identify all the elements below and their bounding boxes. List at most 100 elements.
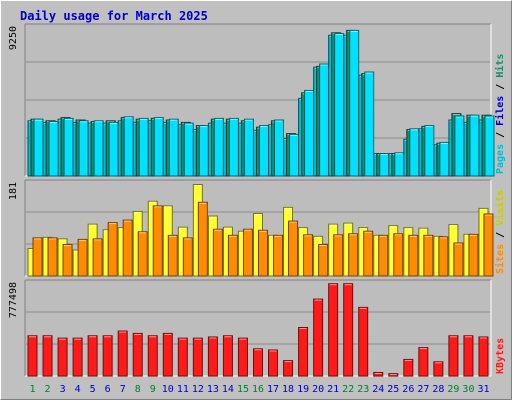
bar-hits-day-20	[319, 63, 330, 177]
bar-hits-day-25	[394, 152, 405, 177]
x-label-day-29: 29	[447, 384, 459, 395]
kbytes-panel: 777498 KBytes	[8, 279, 506, 377]
bar-sites-day-27	[423, 234, 434, 277]
bar-sites-day-24	[378, 234, 389, 277]
bar-kbytes-day-30	[463, 335, 474, 377]
x-label-day-20: 20	[312, 384, 324, 395]
bar-kbytes-day-16	[252, 348, 263, 377]
bar-sites-day-25	[393, 233, 404, 277]
x-label-day-4: 4	[75, 384, 81, 395]
bar-sites-day-14	[227, 234, 238, 277]
bar-kbytes-day-3	[57, 337, 68, 377]
bar-hits-day-29	[454, 115, 465, 177]
bar-sites-day-3	[62, 243, 73, 277]
bar-sites-day-16	[257, 229, 268, 277]
bar-sites-day-8	[137, 231, 148, 277]
bar-hits-day-11	[183, 122, 194, 177]
bar-kbytes-day-2	[42, 335, 53, 377]
bar-kbytes-day-27	[418, 347, 429, 377]
bar-hits-day-4	[78, 120, 89, 177]
bar-hits-day-15	[243, 118, 254, 177]
x-label-day-18: 18	[282, 384, 294, 395]
x-label-day-23: 23	[357, 384, 369, 395]
x-label-day-26: 26	[402, 384, 414, 395]
legend-kbytes: KBytes	[495, 338, 506, 374]
bar-hits-day-17	[274, 119, 285, 177]
legend-sites: Sites	[494, 244, 506, 274]
bar-hits-day-21	[334, 33, 345, 177]
x-label-day-14: 14	[222, 384, 234, 395]
bar-kbytes-day-19	[298, 326, 309, 377]
bar-sites-day-20	[318, 243, 329, 277]
bar-hits-day-5	[93, 120, 104, 177]
bar-sites-day-29	[453, 242, 464, 277]
x-label-day-22: 22	[342, 384, 354, 395]
bar-kbytes-day-9	[147, 335, 158, 377]
bar-sites-day-13	[212, 228, 223, 277]
bar-sites-day-22	[348, 233, 359, 277]
bar-sites-day-11	[182, 237, 193, 277]
x-label-day-19: 19	[297, 384, 309, 395]
bar-hits-day-13	[213, 117, 224, 177]
bar-kbytes-day-26	[403, 358, 414, 377]
bar-sites-day-7	[122, 219, 133, 277]
legend-separator: /	[495, 126, 506, 144]
bar-kbytes-day-13	[207, 336, 218, 377]
bar-kbytes-day-12	[192, 337, 203, 377]
bar-kbytes-day-20	[313, 298, 324, 377]
bar-sites-day-4	[77, 238, 88, 277]
bar-kbytes-day-15	[237, 337, 248, 377]
legend-hits: Hits	[494, 54, 506, 78]
bar-kbytes-day-6	[102, 335, 113, 377]
hits-files-pages-ymax-label: 9250	[8, 26, 19, 50]
x-label-day-11: 11	[177, 384, 189, 395]
bar-hits-day-26	[409, 128, 420, 177]
legend-visits: Visits	[494, 190, 506, 226]
bar-sites-day-23	[363, 230, 374, 277]
legend-pages: Pages	[495, 144, 506, 174]
bar-kbytes-day-1	[27, 335, 38, 377]
x-label-day-1: 1	[30, 384, 36, 395]
x-label-day-25: 25	[387, 384, 399, 395]
bar-kbytes-day-10	[162, 332, 173, 377]
x-label-day-30: 30	[462, 384, 474, 395]
x-label-day-28: 28	[432, 384, 444, 395]
bar-sites-day-15	[242, 228, 253, 277]
bar-kbytes-day-17	[268, 349, 279, 377]
bar-kbytes-day-11	[177, 337, 188, 377]
hits-files-pages-legend: Pages / Files / Hits	[494, 54, 506, 174]
legend-files: Files	[494, 96, 506, 126]
bar-kbytes-day-14	[222, 335, 233, 377]
bar-kbytes-day-23	[358, 306, 369, 377]
bar-kbytes-day-7	[117, 330, 128, 377]
bar-kbytes-day-4	[72, 337, 83, 377]
x-label-day-12: 12	[192, 384, 204, 395]
kbytes-ymax-label: 777498	[8, 282, 19, 318]
x-label-day-5: 5	[90, 384, 96, 395]
x-label-day-9: 9	[150, 384, 156, 395]
x-label-day-31: 31	[477, 384, 489, 395]
bar-sites-day-10	[167, 234, 178, 277]
kbytes-legend: KBytes	[495, 338, 506, 374]
x-label-day-27: 27	[417, 384, 429, 395]
bar-hits-day-7	[123, 116, 134, 177]
bar-kbytes-day-21	[328, 283, 339, 377]
x-label-day-13: 13	[207, 384, 219, 395]
visits-sites-panel: 181 Sites / Visits	[8, 179, 506, 277]
bar-sites-day-1	[32, 237, 43, 277]
x-label-day-24: 24	[372, 384, 384, 395]
bar-kbytes-day-5	[87, 335, 98, 377]
bar-kbytes-day-31	[478, 336, 489, 377]
bar-sites-day-26	[408, 234, 419, 277]
bar-hits-day-31	[484, 115, 495, 177]
bar-sites-day-9	[152, 205, 163, 277]
bar-sites-day-21	[333, 234, 344, 277]
bar-hits-day-6	[108, 121, 119, 177]
hits-files-pages-panel: 9250 Pages / Files / Hits	[8, 23, 506, 177]
bar-hits-day-8	[138, 117, 149, 177]
bar-hits-day-2	[48, 121, 59, 177]
visits-sites-legend: Sites / Visits	[494, 190, 506, 274]
bar-kbytes-day-22	[343, 283, 354, 377]
bar-kbytes-day-29	[448, 335, 459, 377]
x-label-day-10: 10	[162, 384, 174, 395]
